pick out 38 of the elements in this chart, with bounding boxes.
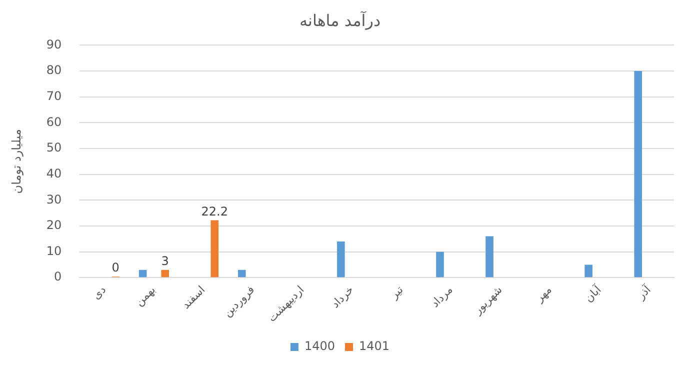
x-tick-label: دی bbox=[90, 283, 109, 302]
bar bbox=[138, 270, 147, 278]
bar bbox=[436, 252, 444, 278]
x-tick-label: تیر bbox=[387, 283, 406, 302]
bar bbox=[634, 71, 642, 278]
chart-title: درآمد ماهانه bbox=[299, 10, 381, 30]
bar bbox=[161, 270, 170, 278]
data-label: 0 bbox=[112, 260, 120, 275]
legend-label: 1401 bbox=[359, 339, 390, 354]
y-tick-label: 50 bbox=[46, 140, 62, 155]
y-tick-label: 20 bbox=[46, 218, 62, 232]
y-tick-label: 30 bbox=[46, 192, 62, 206]
data-label: 3 bbox=[161, 254, 169, 268]
y-tick-label: 10 bbox=[46, 244, 62, 258]
bar bbox=[486, 236, 494, 278]
y-tick-label: 0 bbox=[54, 270, 62, 284]
x-tick-label: مرداد bbox=[428, 283, 456, 310]
x-tick-label: بهمن bbox=[132, 283, 158, 309]
data-label: 22.2 bbox=[201, 204, 228, 218]
y-tick-label: 80 bbox=[46, 63, 62, 78]
bar bbox=[584, 264, 592, 278]
x-tick-label: آبان bbox=[582, 282, 605, 305]
x-tick-label: فروردین bbox=[220, 283, 258, 320]
y-tick-label: 90 bbox=[46, 37, 62, 52]
y-tick-label: 40 bbox=[46, 166, 62, 180]
legend-label: 1400 bbox=[304, 339, 336, 354]
bar bbox=[238, 270, 246, 278]
x-tick-label: شهریور bbox=[470, 283, 505, 318]
x-tick-label: اردیبهشت bbox=[265, 283, 307, 324]
bar bbox=[210, 220, 219, 278]
x-tick-label: مهر bbox=[532, 283, 554, 306]
bar bbox=[337, 241, 345, 278]
y-tick-label: 70 bbox=[46, 88, 62, 103]
y-tick-label: 60 bbox=[46, 114, 62, 129]
x-tick-label: اسفند bbox=[179, 283, 208, 312]
x-tick-label: خرداد bbox=[328, 283, 356, 311]
y-axis-title: میلیارد تومان bbox=[9, 129, 24, 194]
x-tick-label: آذر bbox=[633, 282, 654, 303]
